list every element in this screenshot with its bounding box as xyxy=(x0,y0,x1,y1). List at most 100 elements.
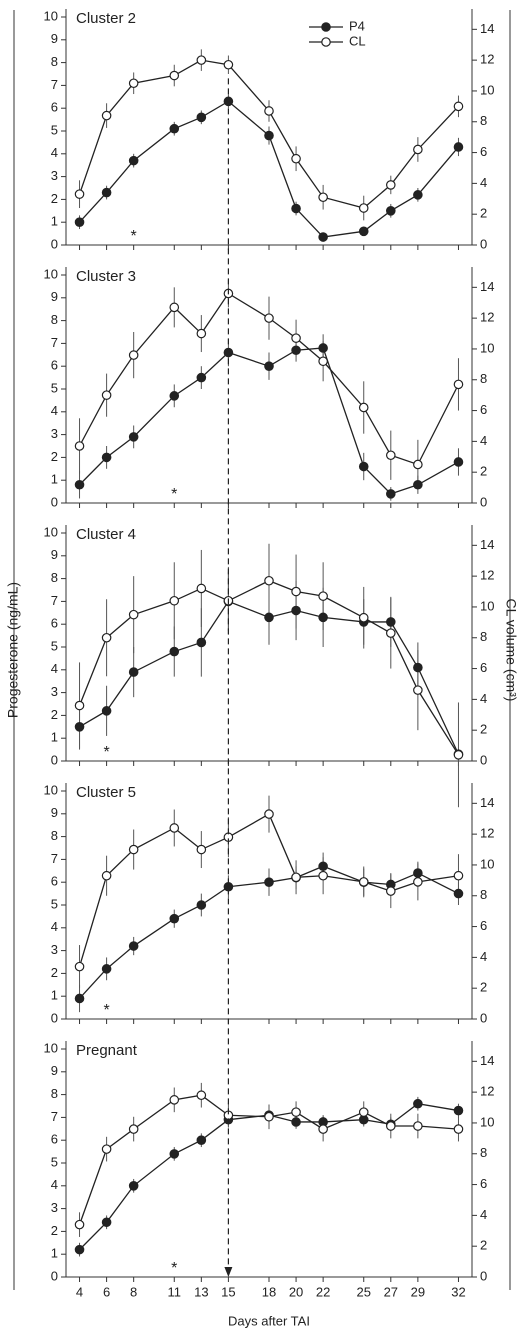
marker xyxy=(413,479,423,490)
marker xyxy=(196,55,207,65)
y-tick-label: 6 xyxy=(51,616,58,631)
marker xyxy=(101,964,112,974)
y-tick-label: 7 xyxy=(51,335,58,350)
x-tick-label: 18 xyxy=(262,1284,276,1299)
marker xyxy=(358,461,369,472)
y2-tick-label: 4 xyxy=(480,691,487,706)
y-tick-label: 9 xyxy=(51,1063,58,1078)
marker xyxy=(413,1098,423,1109)
panel-title: Cluster 2 xyxy=(76,10,136,27)
y-tick-label: 8 xyxy=(51,54,58,69)
marker xyxy=(291,1117,301,1127)
marker xyxy=(101,390,112,400)
y2-tick-label: 8 xyxy=(480,113,487,128)
marker xyxy=(291,345,301,356)
y-tick-label: 0 xyxy=(51,236,58,251)
y2-tick-label: 4 xyxy=(480,949,487,964)
marker xyxy=(196,1135,207,1145)
marker xyxy=(74,1219,85,1230)
panel-title: Cluster 4 xyxy=(76,526,136,543)
panel-title: Cluster 5 xyxy=(76,784,136,801)
annotation: * xyxy=(171,1260,177,1277)
y2-tick-label: 14 xyxy=(480,537,494,552)
y2-tick-label: 10 xyxy=(480,1114,494,1129)
marker xyxy=(74,189,85,199)
marker xyxy=(385,489,396,499)
y2-tick-label: 8 xyxy=(480,371,487,386)
y2-tick-label: 0 xyxy=(480,494,487,509)
marker xyxy=(358,402,369,413)
marker xyxy=(453,142,464,152)
y2-tick-label: 2 xyxy=(480,722,487,737)
marker xyxy=(74,479,85,490)
y-tick-label: 10 xyxy=(44,266,58,281)
y2-tick-label: 4 xyxy=(480,175,487,190)
y2-tick-label: 14 xyxy=(480,21,494,36)
y-tick-label: 0 xyxy=(51,1268,58,1283)
marker xyxy=(101,632,112,643)
y2-tick-label: 8 xyxy=(480,629,487,644)
y2-tick-label: 12 xyxy=(480,52,494,67)
marker xyxy=(264,361,274,371)
y-tick-label: 3 xyxy=(51,942,58,957)
y2-tick-label: 10 xyxy=(480,598,494,613)
y-tick-label: 6 xyxy=(51,358,58,373)
annotation: * xyxy=(103,1002,109,1019)
marker xyxy=(291,586,301,597)
marker xyxy=(128,1181,139,1191)
annotation: * xyxy=(103,744,109,761)
marker xyxy=(101,706,112,716)
x-tick-label: 27 xyxy=(384,1284,398,1299)
marker xyxy=(318,870,328,881)
legend-label: CL xyxy=(349,33,366,48)
marker xyxy=(453,750,464,760)
x-tick-label: 11 xyxy=(168,1284,182,1299)
y-tick-label: 7 xyxy=(51,1109,58,1124)
panel-title: Cluster 3 xyxy=(76,268,136,285)
legend-label: P4 xyxy=(349,18,365,33)
y-tick-label: 10 xyxy=(44,8,58,23)
x-tick-label: 25 xyxy=(356,1284,370,1299)
marker xyxy=(453,1105,464,1116)
y-tick-label: 5 xyxy=(51,896,58,911)
y-tick-label: 2 xyxy=(51,965,58,980)
marker xyxy=(318,1124,328,1134)
marker xyxy=(196,1090,207,1101)
legend-marker xyxy=(321,22,331,32)
y2-tick-label: 6 xyxy=(480,1176,487,1191)
marker xyxy=(385,450,396,461)
marker xyxy=(453,870,464,881)
y2-tick-label: 2 xyxy=(480,464,487,479)
y-tick-label: 7 xyxy=(51,77,58,92)
marker xyxy=(453,379,464,390)
y-tick-label: 2 xyxy=(51,191,58,206)
marker xyxy=(196,112,207,123)
y-tick-label: 4 xyxy=(51,145,58,160)
x-tick-label: 32 xyxy=(451,1284,465,1299)
marker xyxy=(385,180,396,190)
marker xyxy=(291,1107,301,1117)
marker xyxy=(74,1244,85,1255)
marker xyxy=(291,333,301,343)
y-tick-label: 6 xyxy=(51,1132,58,1147)
y-tick-label: 8 xyxy=(51,570,58,585)
marker xyxy=(196,844,207,855)
y-tick-label: 0 xyxy=(51,752,58,767)
y-tick-label: 2 xyxy=(51,1223,58,1238)
y2-axis-label: CL volume (cm³) xyxy=(503,599,519,702)
y-tick-label: 9 xyxy=(51,289,58,304)
y-tick-label: 7 xyxy=(51,593,58,608)
marker xyxy=(128,432,139,442)
marker xyxy=(385,206,396,216)
marker xyxy=(318,192,328,203)
marker xyxy=(74,217,85,227)
marker xyxy=(318,612,328,623)
annotation: * xyxy=(131,228,137,245)
marker xyxy=(318,356,328,367)
marker xyxy=(264,130,274,141)
marker xyxy=(74,961,85,972)
reference-arrow xyxy=(224,1267,233,1277)
x-tick-label: 6 xyxy=(103,1284,110,1299)
marker xyxy=(291,203,301,214)
y-tick-label: 6 xyxy=(51,100,58,115)
